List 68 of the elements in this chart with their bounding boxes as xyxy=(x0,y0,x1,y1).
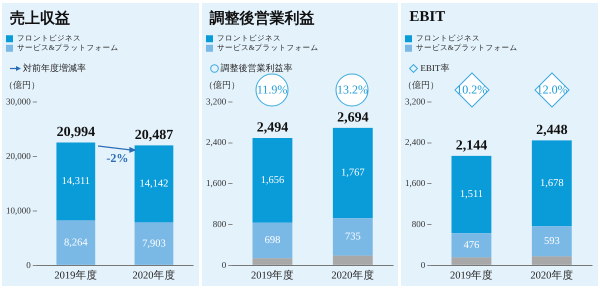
y-tick-label: 0 xyxy=(26,260,32,270)
bar xyxy=(56,142,96,220)
chart-title: EBIT xyxy=(409,9,446,26)
total-label: 2,448 xyxy=(536,123,568,138)
bar xyxy=(332,256,372,265)
text: 12.0% xyxy=(536,82,568,98)
data-label: 8,264 xyxy=(64,237,88,248)
y-tick-label: 800 xyxy=(412,218,426,229)
total-label: 2,494 xyxy=(256,120,288,136)
x-tick-label: 2020年度 xyxy=(132,268,176,282)
data-label: 735 xyxy=(344,232,360,243)
text: 対前年度増減率 xyxy=(23,62,86,75)
y-tick-label: 1,600 xyxy=(206,178,226,188)
x-tick-label: 2019年度 xyxy=(450,268,494,282)
x-tick-label: 2019年度 xyxy=(250,268,294,282)
bar xyxy=(452,156,492,234)
y-axis-title: （億円） xyxy=(403,80,440,90)
y-tick-label: 3,200 xyxy=(206,96,226,106)
data-label: 1,767 xyxy=(340,168,364,179)
y-tick-label: 2,400 xyxy=(206,137,226,148)
y-tick-label: 3,200 xyxy=(405,96,426,106)
bar xyxy=(532,140,572,226)
bar xyxy=(332,218,372,256)
y-tick-label: 0 xyxy=(421,260,426,270)
bar xyxy=(532,226,572,256)
data-label: 476 xyxy=(464,240,480,251)
chart-title: 売上収益 xyxy=(10,9,70,28)
x-tick-label: 2019年度 xyxy=(54,268,98,282)
bar xyxy=(532,256,572,265)
text: EBIT率 xyxy=(420,62,450,75)
y-tick-label: 10,000 xyxy=(6,205,32,216)
text: 11.9% xyxy=(256,82,288,98)
y-tick-label: 2,400 xyxy=(405,137,426,148)
bar xyxy=(134,145,174,222)
bar xyxy=(134,222,174,265)
y-tick-label: 20,000 xyxy=(6,150,32,161)
y-tick-label: 800 xyxy=(212,218,226,229)
data-label: 1,511 xyxy=(460,189,484,200)
y-axis-title: （億円） xyxy=(4,80,40,90)
y-tick-label: 30,000 xyxy=(6,96,32,106)
bar xyxy=(252,138,292,223)
annotation: 20,994 xyxy=(56,125,96,140)
text: 調整後営業利益率 xyxy=(220,62,293,75)
total-label: 2,144 xyxy=(456,138,488,154)
data-label: 698 xyxy=(264,235,280,246)
y-axis-title: （億円） xyxy=(204,80,240,90)
bar xyxy=(452,233,492,258)
text: 13.2% xyxy=(336,82,368,98)
data-label: 1,656 xyxy=(260,175,284,186)
y-tick-label: 1,600 xyxy=(405,178,426,188)
y-tick-label: 0 xyxy=(221,260,226,270)
total-label: 2,694 xyxy=(336,110,368,126)
text: 10.2% xyxy=(456,82,488,98)
chart-title: 調整後営業利益 xyxy=(210,9,315,28)
bar xyxy=(332,128,372,218)
x-tick-label: 2020年度 xyxy=(530,268,574,282)
bar xyxy=(452,257,492,265)
bar xyxy=(56,220,96,265)
data-label: 14,311 xyxy=(62,176,90,188)
data-label: 593 xyxy=(544,236,560,247)
x-tick-label: 2020年度 xyxy=(330,268,374,282)
bar xyxy=(252,222,292,258)
bar xyxy=(252,258,292,265)
data-label: 1,678 xyxy=(540,178,564,189)
annotation: 20,487 xyxy=(134,128,174,143)
data-label: 14,142 xyxy=(140,178,168,190)
data-label: 7,903 xyxy=(142,238,166,250)
annotation: -2% xyxy=(106,151,128,166)
